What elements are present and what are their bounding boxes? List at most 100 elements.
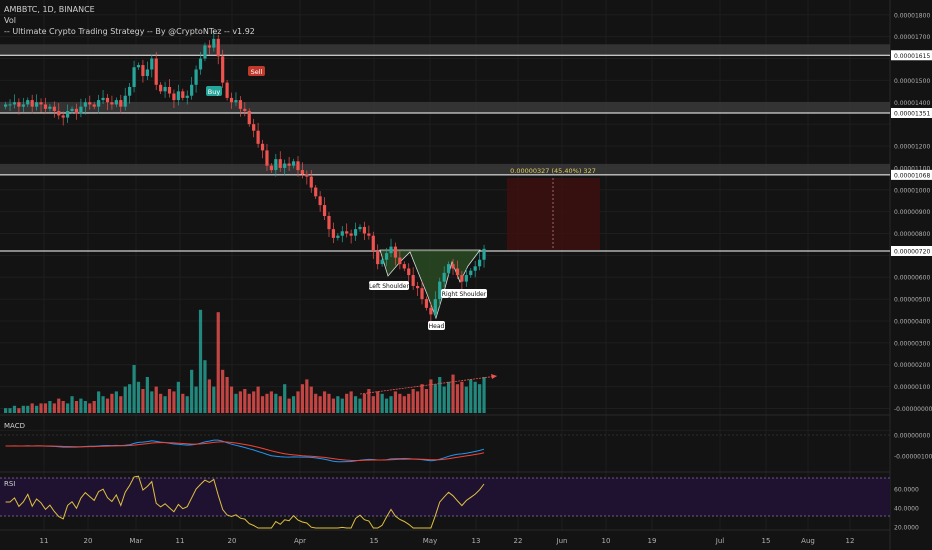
- candle: [234, 92, 238, 107]
- volume-bar: [57, 398, 61, 413]
- volume-bar: [376, 391, 380, 413]
- price-axis-label: 0.00000900: [894, 209, 930, 216]
- volume-bar: [353, 396, 358, 413]
- volume-bar: [327, 393, 331, 413]
- volume-bar: [398, 393, 402, 413]
- rsi-line: [5, 475, 485, 529]
- candle: [136, 62, 141, 70]
- volume-bar: [48, 401, 52, 413]
- volume-bar: [438, 377, 442, 413]
- candle: [8, 99, 12, 112]
- candle: [455, 260, 460, 279]
- candle: [101, 90, 105, 105]
- candle: [256, 122, 260, 148]
- price-axis-label: 0.00000800: [894, 231, 930, 238]
- candle: [269, 163, 273, 173]
- candle: [92, 101, 96, 110]
- volume-bar: [167, 389, 172, 413]
- rsi-band: [0, 478, 890, 516]
- candle: [407, 263, 411, 282]
- candle: [331, 222, 336, 244]
- resistance-zone-1: [0, 101, 890, 113]
- candle: [438, 277, 442, 307]
- volume-bar: [283, 384, 287, 413]
- candle: [389, 238, 393, 258]
- candle: [97, 94, 101, 114]
- candle: [291, 158, 296, 169]
- svg-text:Right Shoulder: Right Shoulder: [442, 291, 487, 298]
- candle: [380, 257, 384, 267]
- candle: [238, 96, 242, 117]
- candle: [340, 226, 344, 243]
- price-axis-label: 0.00000300: [894, 340, 930, 347]
- volume-bar: [198, 309, 203, 413]
- candle: [393, 242, 398, 266]
- volume-bar: [229, 386, 234, 413]
- candle: [243, 102, 247, 117]
- volume-bar: [132, 365, 136, 413]
- volume-bar: [464, 386, 468, 413]
- price-axis-label: 0.00000200: [894, 362, 930, 369]
- price-axis-label: 0.00000100: [894, 384, 930, 391]
- volume-bar: [21, 405, 25, 413]
- volume-bar: [234, 393, 238, 413]
- volume-bar: [212, 386, 216, 413]
- candle: [296, 156, 300, 177]
- volume-bar: [424, 389, 429, 413]
- volume-bar: [482, 377, 486, 413]
- volume-bar: [336, 396, 340, 413]
- volume-bar: [349, 391, 353, 413]
- candle: [4, 101, 8, 110]
- candle: [336, 233, 340, 241]
- candle: [349, 229, 353, 244]
- price-axis-label: -0.00000000: [894, 406, 932, 413]
- candle: [384, 247, 389, 267]
- volume-bar: [30, 403, 34, 413]
- candle: [460, 271, 464, 290]
- candle: [376, 244, 380, 270]
- price-tag: 0.00001068: [894, 172, 930, 179]
- candle: [207, 40, 211, 55]
- volume-bar: [66, 403, 70, 413]
- volume-bar: [291, 396, 296, 413]
- volume-bar: [362, 393, 367, 413]
- candle: [110, 95, 114, 110]
- candle: [88, 95, 92, 110]
- candle: [176, 84, 180, 106]
- candle: [478, 251, 482, 271]
- volume-bar: [110, 393, 114, 413]
- candle: [48, 104, 52, 112]
- candle: [367, 225, 371, 240]
- volume-bar: [238, 391, 242, 413]
- candle: [451, 258, 455, 276]
- time-axis-label: Jul: [715, 537, 725, 545]
- volume-bar: [61, 401, 65, 413]
- candle: [318, 191, 322, 212]
- price-tag: 0.00001351: [894, 110, 930, 117]
- volume-bar: [4, 408, 8, 413]
- candle: [30, 94, 34, 114]
- volume-bar: [367, 389, 371, 413]
- candle: [150, 54, 154, 78]
- volume-bar: [393, 391, 398, 413]
- candle: [473, 261, 477, 278]
- candle: [21, 97, 25, 112]
- volume-bar: [411, 389, 415, 413]
- volume-bar: [380, 393, 384, 413]
- volume-bar: [252, 391, 256, 413]
- candle: [26, 97, 30, 108]
- price-axis-label: 0.00001200: [894, 144, 930, 151]
- svg-text:Left Shoulder: Left Shoulder: [369, 283, 409, 290]
- candle: [212, 30, 216, 52]
- volume-bar: [420, 384, 424, 413]
- candle: [203, 42, 207, 62]
- volume-bar: [402, 396, 406, 413]
- price-axis-label: 0.00000500: [894, 297, 930, 304]
- volume-bar: [429, 379, 433, 413]
- candle: [163, 81, 167, 98]
- price-axis-label: 0.00001000: [894, 187, 930, 194]
- candle: [132, 60, 136, 93]
- candle: [247, 108, 251, 127]
- macd-signal-line: [5, 441, 485, 461]
